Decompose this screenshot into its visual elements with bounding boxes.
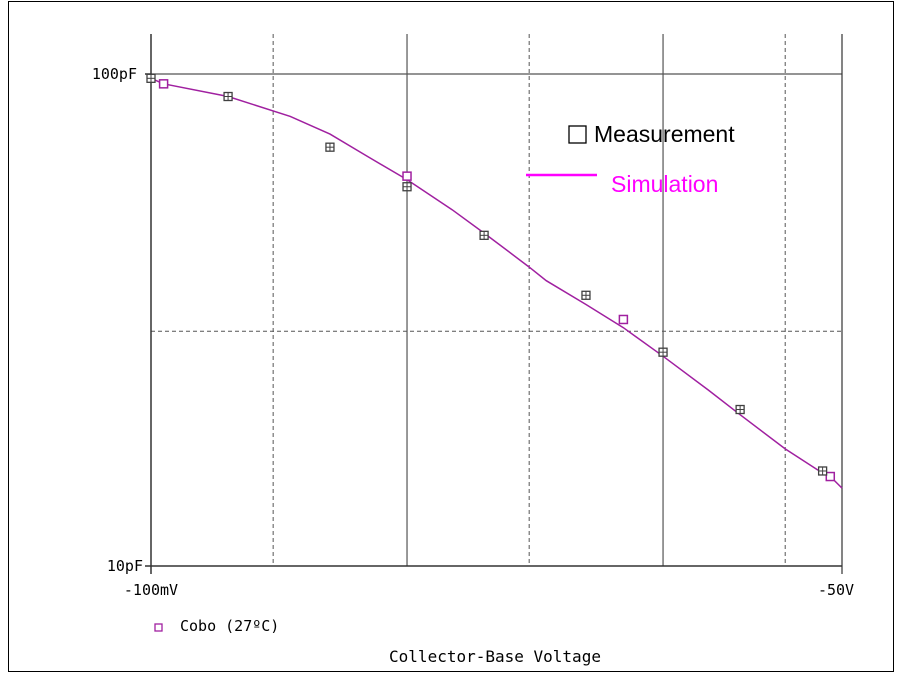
measurement-point-3 [402,182,412,192]
measurement-point-7 [735,404,745,415]
measurement-point-8 [817,466,828,476]
simulation-marker-0 [158,79,169,89]
measurement-point-6 [658,347,668,357]
simulation-marker-2 [618,314,629,325]
trace-legend-label: Cobo (27ºC) [180,617,279,635]
x-axis-title: Collector-Base Voltage [389,647,601,666]
chart-frame: 100pF 10pF -100mV -50V Measurement Simulati… [8,1,894,672]
simulation-marker-1 [402,171,412,181]
y-tick-label-bottom: 10pF [107,557,143,575]
x-tick-label-right: -50V [818,581,854,599]
measurement-point-0 [146,73,156,83]
legend-measurement-label: Measurement [594,121,735,147]
legend-simulation-label: Simulation [611,171,718,197]
measurement-point-2 [325,142,335,152]
trace-legend-marker [154,623,163,632]
measurement-point-1 [223,91,233,102]
x-tick-label-left: -100mV [124,581,178,599]
y-tick-label-top: 100pF [92,65,137,83]
measurement-point-4 [479,230,489,240]
chart-plot: 100pF 10pF -100mV -50V Measurement Simulati… [92,34,854,666]
legend-measurement-swatch [568,125,587,144]
simulation-marker-3 [825,471,836,482]
measurement-point-5 [581,290,591,300]
simulation-line [150,77,843,489]
